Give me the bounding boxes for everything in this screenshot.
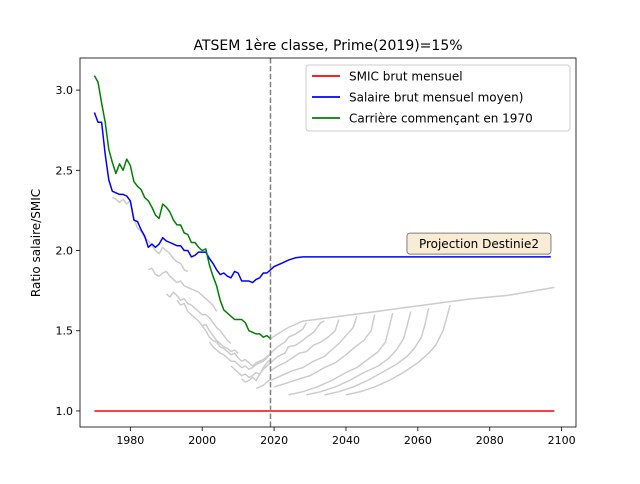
- background-career-line-11: [270, 322, 308, 354]
- legend-label-2: Salaire brut mensuel moyen): [349, 91, 523, 105]
- background-career-line-18: [324, 308, 430, 396]
- x-tick-label: 2000: [188, 434, 216, 447]
- legend-label-1: SMIC brut mensuel: [349, 70, 463, 84]
- y-tick-label: 2.0: [56, 245, 74, 258]
- background-career-line-13: [270, 319, 340, 372]
- background-career-line-15: [273, 314, 376, 388]
- background-career-line-16: [288, 312, 394, 396]
- background-career-line-7: [230, 359, 271, 379]
- x-tick-label: 2080: [476, 434, 504, 447]
- y-tick-label: 1.0: [56, 405, 74, 418]
- background-career-line-12: [270, 320, 325, 364]
- y-tick-label: 3.0: [56, 84, 74, 97]
- x-tick-label: 2100: [548, 434, 576, 447]
- legend-box: [305, 64, 571, 132]
- annotation-text: Projection Destinie2: [419, 237, 539, 251]
- plot-frame: [79, 57, 577, 428]
- chart-title: ATSEM 1ère classe, Prime(2019)=15%: [193, 38, 462, 54]
- background-career-line-19: [345, 304, 451, 396]
- legend-label-3: Carrière commençant en 1970: [349, 112, 533, 126]
- x-tick-label: 2020: [260, 434, 288, 447]
- annotation-box: [406, 232, 552, 255]
- background-career-line-1: [111, 196, 189, 273]
- background-career-line-3: [165, 291, 232, 345]
- background-career-line-4: [176, 299, 239, 354]
- series-line-3: [93, 75, 271, 340]
- background-career-line-17: [306, 311, 412, 396]
- background-career-line-9: [255, 378, 271, 390]
- x-tick-label: 1980: [116, 434, 144, 447]
- plot-area: 1980 2000 2020 2040 2060 2080 2100 1.0 1.5 2.0 2.5…: [56, 57, 577, 447]
- series-line-2: [93, 112, 551, 284]
- y-tick-label: 1.5: [56, 325, 74, 338]
- background-career-line-5: [201, 325, 271, 367]
- background-career-line-2: [147, 267, 218, 312]
- background-career-line-8: [241, 362, 271, 383]
- x-tick-label: 2040: [332, 434, 360, 447]
- y-tick-label: 2.5: [56, 164, 74, 177]
- y-axis-label: Ratio salaire/SMIC: [29, 189, 43, 297]
- background-career-line-14: [270, 316, 358, 382]
- background-career-line-6: [208, 341, 272, 370]
- x-tick-label: 2060: [404, 434, 432, 447]
- background-career-line-10: [270, 286, 555, 340]
